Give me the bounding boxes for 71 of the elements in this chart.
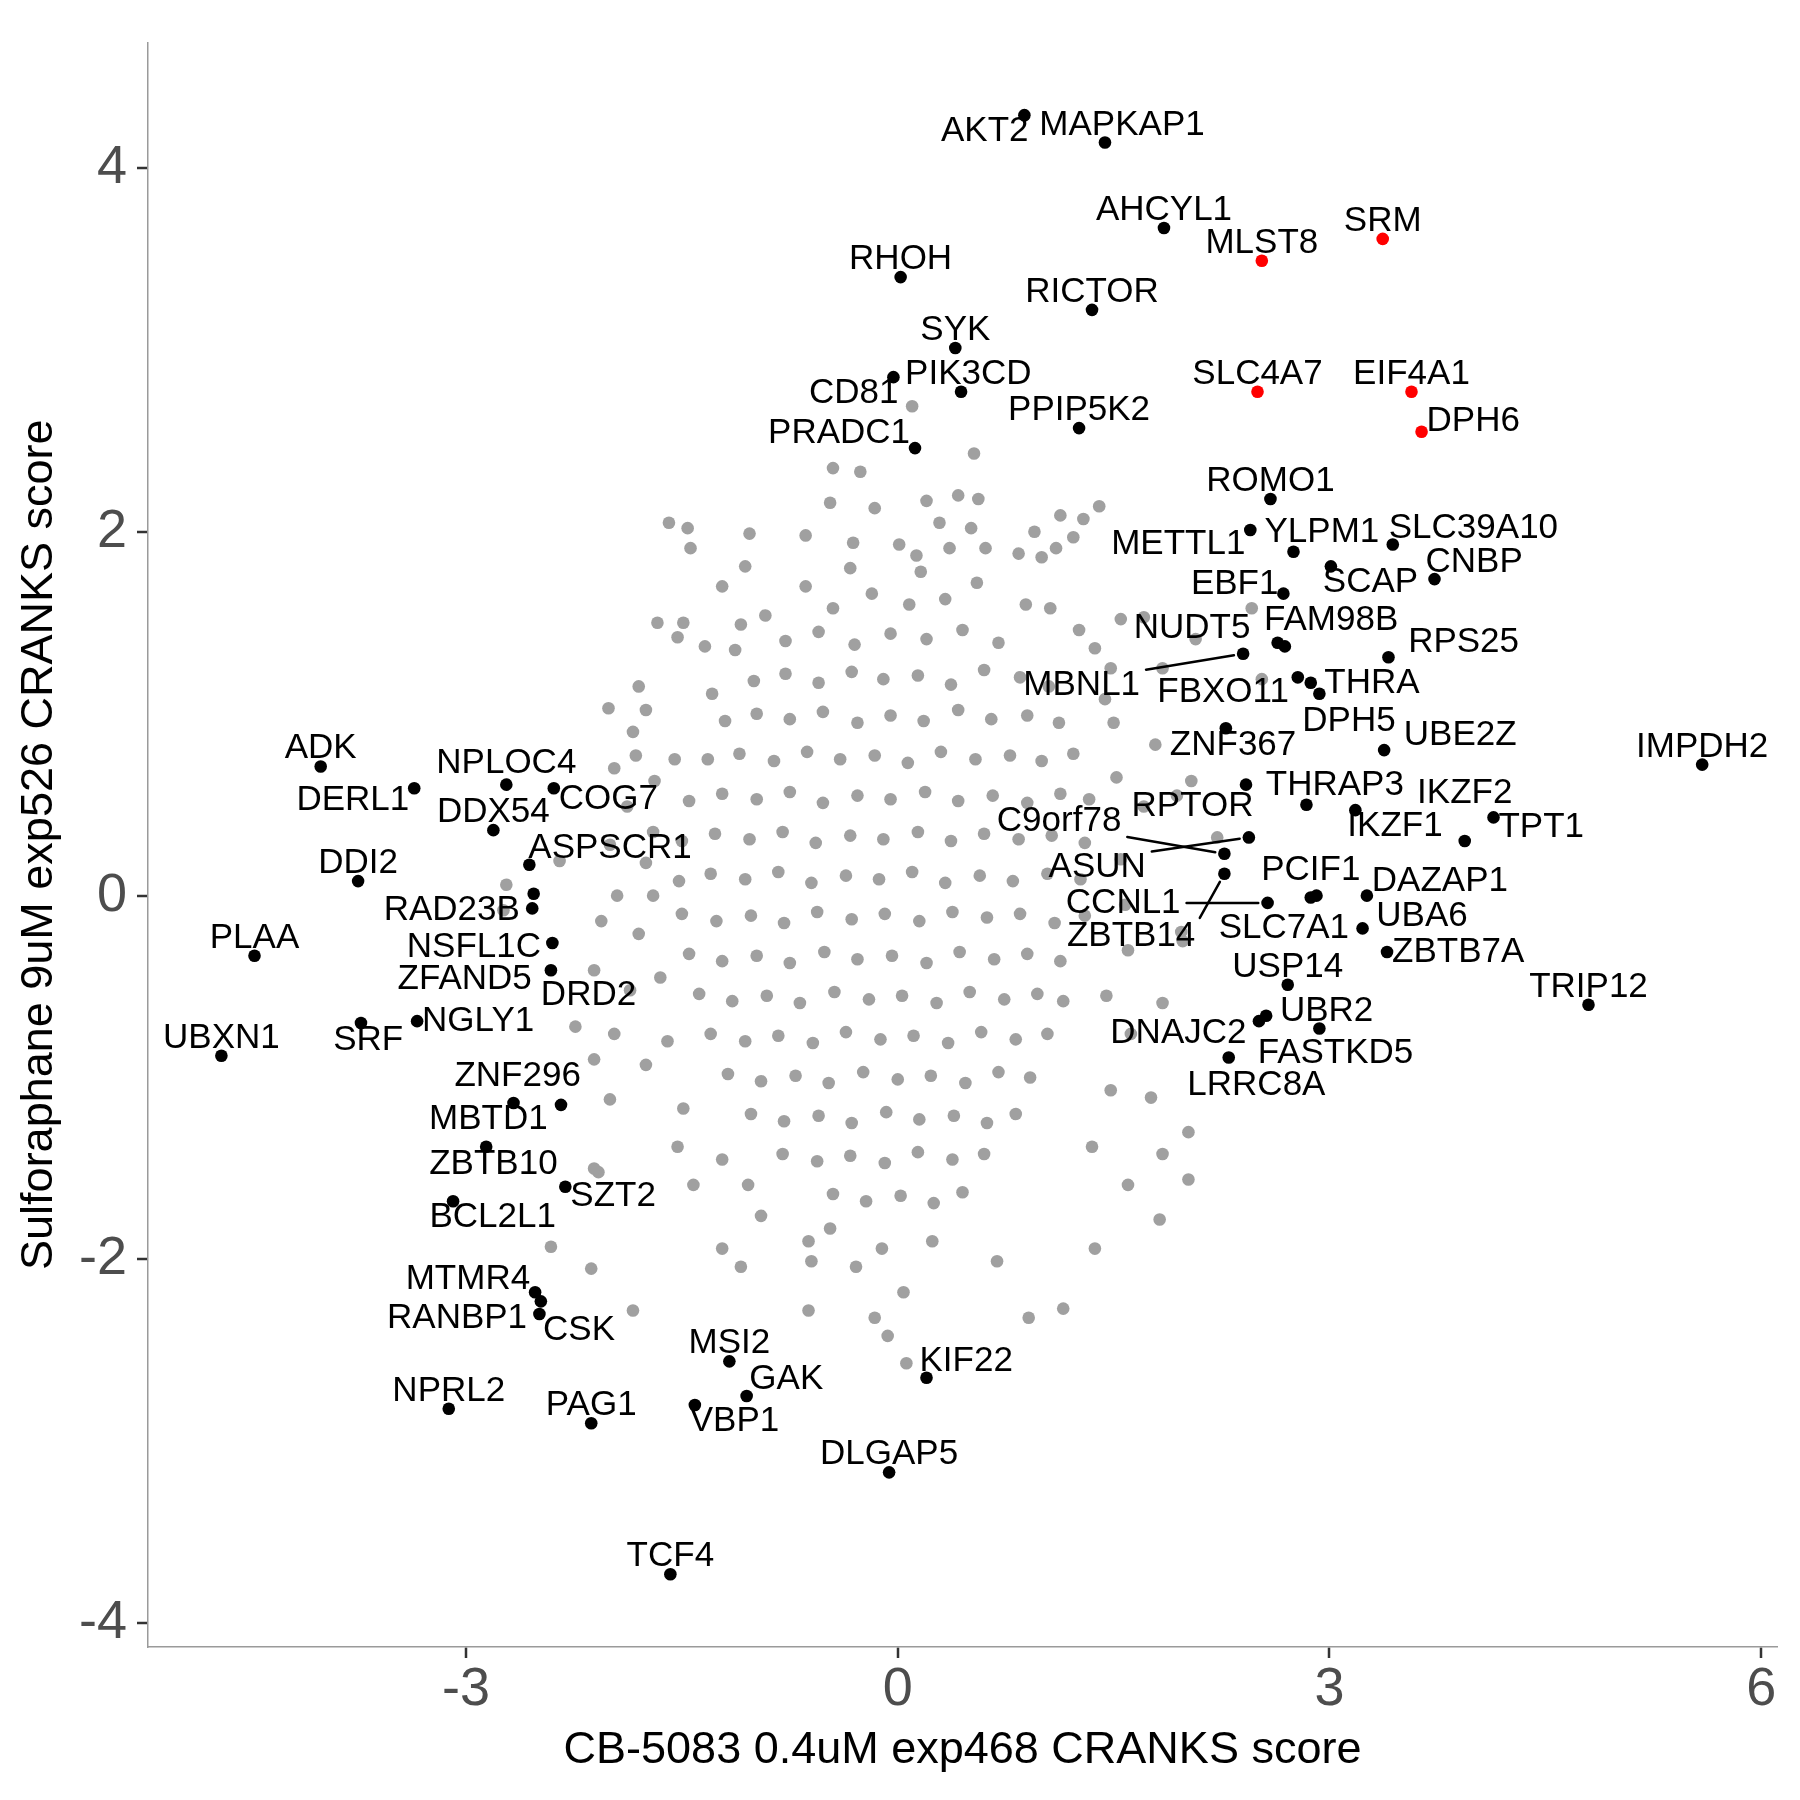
annotation: EBF1 xyxy=(1190,561,1279,601)
annotation: SRF xyxy=(333,1018,404,1058)
annotation: SLC4A7 xyxy=(1192,351,1323,391)
annotation: C9orf78 xyxy=(996,798,1122,838)
annotation: THRA xyxy=(1324,660,1421,700)
annotation: EIF4A1 xyxy=(1353,351,1470,391)
annotation: NPRL2 xyxy=(392,1368,506,1408)
annotation: UBR2 xyxy=(1279,988,1374,1028)
y-tick-label: 4 xyxy=(96,133,127,194)
annotation: ADK xyxy=(284,726,357,766)
annotation: PIK3CD xyxy=(905,351,1032,391)
annotation: THRAP3 xyxy=(1265,763,1404,803)
annotation: RANBP1 xyxy=(387,1295,528,1335)
annotation: CSK xyxy=(543,1308,616,1348)
x-tick-label: -3 xyxy=(442,1656,491,1717)
annotation: PRADC1 xyxy=(768,410,911,450)
annotation: RPTOR xyxy=(1131,784,1254,824)
annotation: NUDT5 xyxy=(1133,605,1251,645)
annotation: ROMO1 xyxy=(1206,459,1335,499)
annotation: CD81 xyxy=(809,371,899,411)
annotation: PAG1 xyxy=(545,1383,637,1423)
y-tick-label: -2 xyxy=(78,1225,127,1286)
annotation: METTL1 xyxy=(1111,521,1246,561)
annotation: UBE2Z xyxy=(1403,712,1517,752)
annotation: DPH6 xyxy=(1426,399,1520,439)
y-tick-label: 2 xyxy=(96,497,127,558)
annotation: IMPDH2 xyxy=(1636,724,1769,764)
annotation: RPS25 xyxy=(1408,620,1520,660)
annotation: MBNL1 xyxy=(1023,663,1141,703)
annotation: BCL2L1 xyxy=(429,1195,556,1235)
x-axis-title: CB-5083 0.4uM exp468 CRANKS score xyxy=(563,1722,1362,1774)
annotation: MAPKAP1 xyxy=(1039,103,1205,143)
annotation: VBP1 xyxy=(689,1399,780,1439)
annotation: SZT2 xyxy=(570,1173,656,1213)
y-tick-label: 0 xyxy=(96,861,127,922)
y-axis-title: Sulforaphane 9uM exp526 CRANKS score xyxy=(11,419,63,1270)
annotation: RICTOR xyxy=(1025,269,1159,309)
annotation: PCIF1 xyxy=(1261,848,1361,888)
annotation: DPH5 xyxy=(1302,698,1396,738)
annotation: NGLY1 xyxy=(422,998,535,1038)
annotation: TRIP12 xyxy=(1529,964,1648,1004)
annotation: PLAA xyxy=(209,915,300,955)
annotation: PPIP5K2 xyxy=(1008,388,1151,428)
annotation: KIF22 xyxy=(919,1338,1013,1378)
annotation: DNAJC2 xyxy=(1110,1010,1247,1050)
annotation: TCF4 xyxy=(626,1534,715,1574)
annotation: MTMR4 xyxy=(405,1256,531,1296)
annotation: RAD23B xyxy=(383,887,520,927)
annotation: SRM xyxy=(1343,198,1422,238)
annotation: FBXO11 xyxy=(1157,669,1289,709)
x-tick-label: 6 xyxy=(1746,1656,1777,1717)
annotation: DDI2 xyxy=(318,841,398,881)
x-tick-label: 0 xyxy=(882,1656,913,1717)
x-tick-label: 3 xyxy=(1314,1656,1345,1717)
annotation: DLGAP5 xyxy=(820,1432,959,1472)
annotation: RHOH xyxy=(849,237,953,277)
annotation: ZNF367 xyxy=(1169,723,1297,763)
annotation: SYK xyxy=(920,308,991,348)
annotation: MBTD1 xyxy=(429,1097,548,1137)
annotation: ZNF296 xyxy=(454,1053,581,1093)
annotation: DERL1 xyxy=(296,778,410,818)
annotation: DRD2 xyxy=(540,972,637,1012)
annotation: SLC7A1 xyxy=(1218,905,1350,945)
annotation: ZBTB10 xyxy=(429,1141,558,1181)
annotation: SCAP xyxy=(1322,560,1419,600)
annotation: UBXN1 xyxy=(163,1015,280,1055)
annotation: USP14 xyxy=(1232,944,1344,984)
annotation: YLPM1 xyxy=(1264,510,1380,550)
y-tick-label: -4 xyxy=(78,1589,127,1650)
annotation: FAM98B xyxy=(1264,598,1399,638)
annotation: AKT2 xyxy=(940,109,1029,149)
